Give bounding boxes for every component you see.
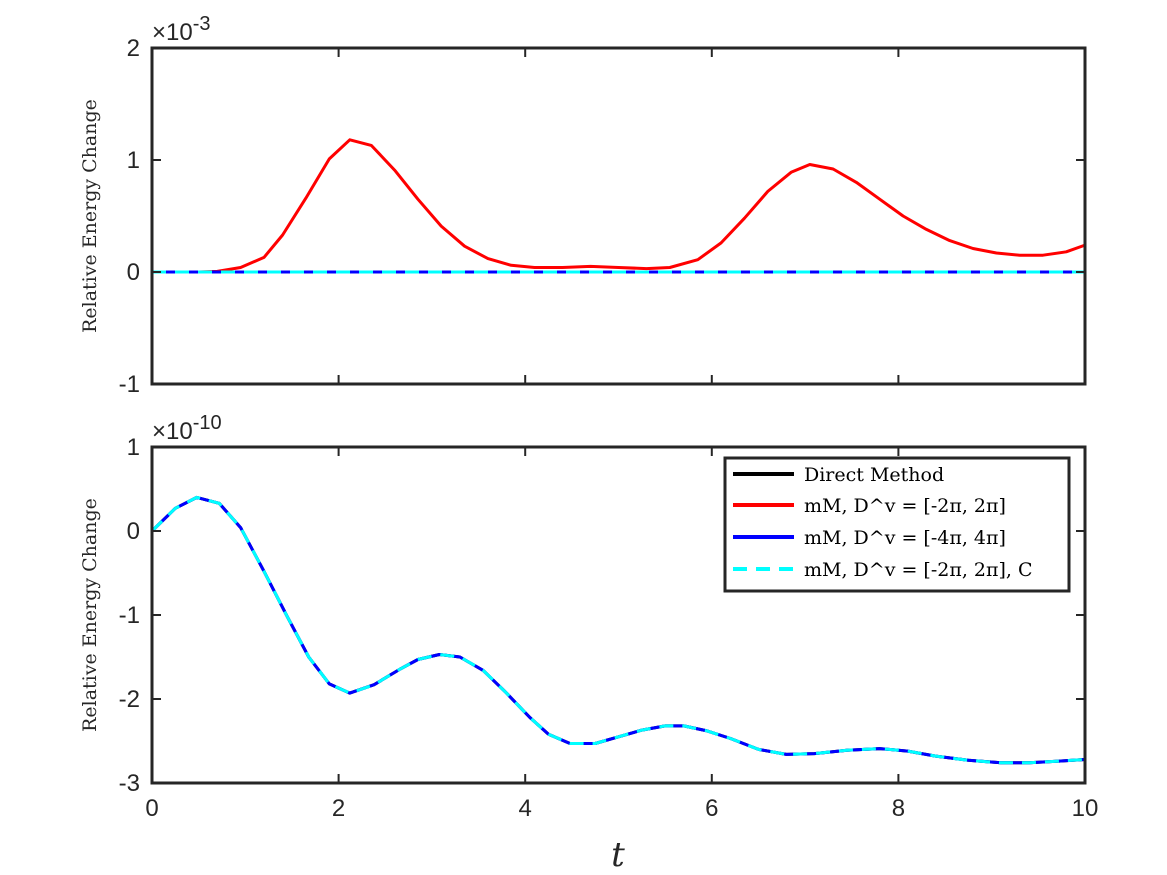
bottom-y-axis-label: Relative Energy Change [79,498,101,732]
top-series-line-0 [152,138,1086,274]
top-series-layer [152,138,1086,274]
top-y-tick-label: 2 [127,35,140,62]
bottom-x-tick-label: 6 [705,795,718,822]
top-y-tick-label: 1 [127,147,140,174]
x-axis-label: t [611,835,625,875]
legend-label-direct-method: Direct Method [804,464,944,486]
legend-label-mm-4pi: mM, D^v = [-4π, 4π] [804,527,1006,549]
bottom-x-tick-label: 0 [145,795,158,822]
top-axes: 2 1 0 -1 ×10-3 Relative Energy Change [79,13,1087,398]
bottom-x-tick-label: 2 [332,795,345,822]
bottom-y-tick-label: 1 [127,434,140,461]
bottom-x-tick-label: 8 [892,795,905,822]
bottom-y-tick-label: -2 [119,686,140,713]
bottom-x-tick-label: 4 [519,795,532,822]
top-y-exponent: ×10-3 [152,13,211,46]
top-axes-frame [150,46,1087,386]
legend: Direct Method mM, D^v = [-2π, 2π] mM, D^… [723,456,1071,593]
top-y-tick-label: 0 [127,259,140,286]
bottom-y-exponent: ×10-10 [152,412,222,445]
legend-label-mm-2pi-c: mM, D^v = [-2π, 2π], C [804,559,1033,581]
bottom-series-line-3 [150,495,1086,765]
bottom-y-tick-label: 0 [127,518,140,545]
top-plot-area [152,48,1085,384]
top-y-axis-label: Relative Energy Change [79,99,101,333]
top-y-tick-label: -1 [119,371,140,398]
bottom-y-tick-label: -3 [119,770,140,797]
bottom-x-tick-label: 10 [1072,795,1099,822]
legend-label-mm-2pi: mM, D^v = [-2π, 2π] [804,495,1006,517]
bottom-y-tick-label: -1 [119,602,140,629]
bottom-axes-frame [150,445,1087,785]
